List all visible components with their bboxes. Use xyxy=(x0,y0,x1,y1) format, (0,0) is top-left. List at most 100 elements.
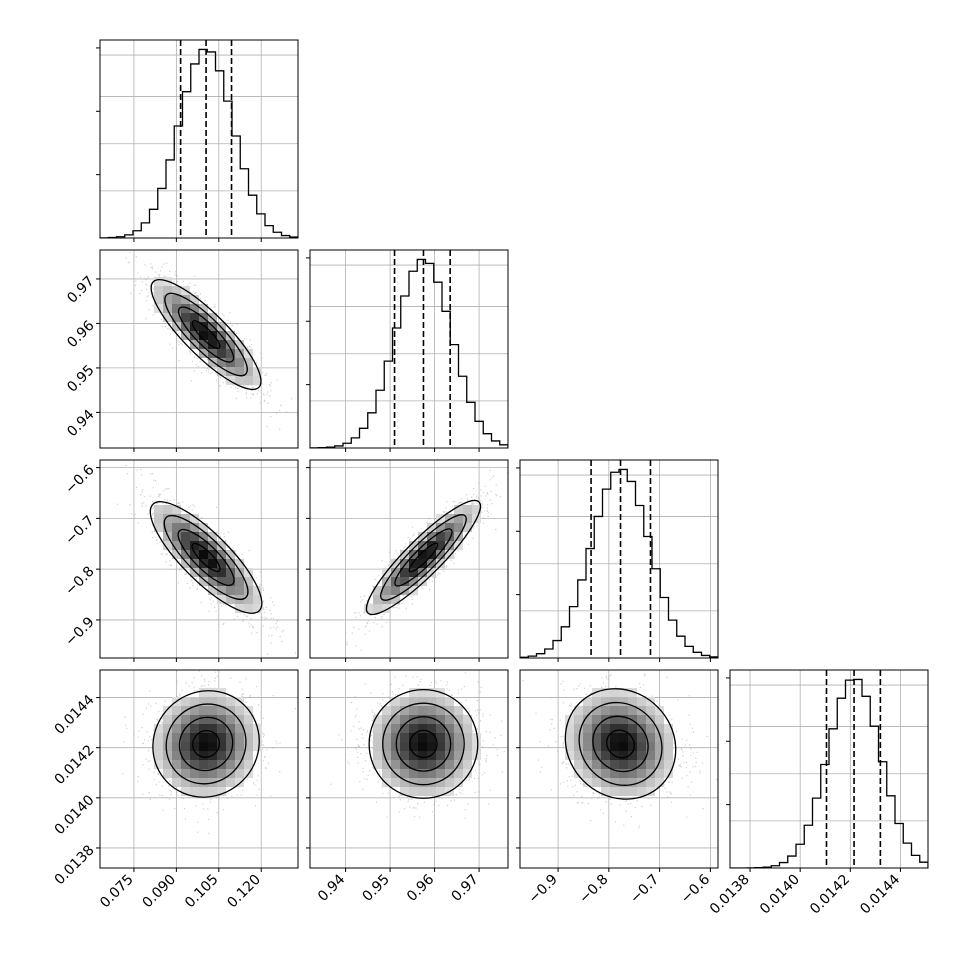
density-cell xyxy=(592,760,601,769)
density-cell xyxy=(409,760,418,769)
density-cell xyxy=(637,697,646,706)
histogram xyxy=(520,468,718,658)
density-cell xyxy=(181,751,190,760)
density-cell xyxy=(163,505,172,514)
density-cell xyxy=(574,733,583,742)
panel-frame xyxy=(729,669,929,869)
density-cell xyxy=(646,751,655,760)
density-cell xyxy=(208,532,217,541)
density-cell xyxy=(646,760,655,769)
density-cell xyxy=(226,697,235,706)
hist-panel-2 xyxy=(516,459,719,662)
density-cell xyxy=(619,697,628,706)
density-cell xyxy=(364,604,373,613)
x-tick-label: 0.075 xyxy=(97,872,137,912)
contour-line xyxy=(564,688,677,800)
density-cell xyxy=(454,742,463,751)
density-cell xyxy=(382,778,391,787)
density-cell xyxy=(199,742,208,751)
density-cell xyxy=(226,577,235,586)
density-cell xyxy=(181,742,190,751)
density-cell xyxy=(436,550,445,559)
density-cell xyxy=(601,778,610,787)
density-cell xyxy=(382,751,391,760)
density-cell xyxy=(436,715,445,724)
density-cell xyxy=(199,577,208,586)
density-cell xyxy=(244,367,253,376)
density-cell xyxy=(391,724,400,733)
density-cell xyxy=(664,760,673,769)
density-cell xyxy=(181,532,190,541)
density-cell xyxy=(181,304,190,313)
density-cell xyxy=(217,568,226,577)
density-cell xyxy=(427,724,436,733)
density-cell xyxy=(655,706,664,715)
density-cell xyxy=(436,523,445,532)
density-cell xyxy=(418,688,427,697)
density-cell xyxy=(601,697,610,706)
density-cell xyxy=(208,742,217,751)
x-tick-label: 0.120 xyxy=(224,872,264,912)
density-cell xyxy=(163,706,172,715)
density-cell xyxy=(382,724,391,733)
density-cell xyxy=(154,733,163,742)
density-cell xyxy=(217,742,226,751)
density-cell xyxy=(181,697,190,706)
density-cell xyxy=(208,340,217,349)
density-cell xyxy=(409,541,418,550)
contour-line xyxy=(382,702,465,786)
contour-line xyxy=(408,542,439,573)
contour-line xyxy=(192,729,221,758)
density-cell xyxy=(418,559,427,568)
panel-frame xyxy=(99,669,299,869)
density-cell xyxy=(163,769,172,778)
density-cell xyxy=(208,568,217,577)
density-cell xyxy=(172,733,181,742)
panel-frame xyxy=(309,249,509,449)
density-cell xyxy=(436,787,445,796)
x-tick-label: 0.96 xyxy=(404,871,437,904)
density-cell xyxy=(208,697,217,706)
density-cell xyxy=(172,742,181,751)
scatter-panel-3-2: −0.9 −0.8 −0.7 −0.6 xyxy=(516,669,719,907)
panel-frame xyxy=(519,669,719,869)
x-tick-label: −0.9 xyxy=(526,872,561,907)
density-cell xyxy=(436,751,445,760)
density-cell xyxy=(400,787,409,796)
density-cell xyxy=(454,769,463,778)
density-cell xyxy=(181,559,190,568)
density-cell xyxy=(217,778,226,787)
density-cell xyxy=(172,724,181,733)
density-cell xyxy=(190,706,199,715)
density-cell xyxy=(391,559,400,568)
density-cell xyxy=(637,778,646,787)
density-cell xyxy=(226,742,235,751)
density-cell xyxy=(190,787,199,796)
density-cell xyxy=(409,688,418,697)
hist-panel-0 xyxy=(96,39,299,242)
density-cell xyxy=(610,688,619,697)
density-cell xyxy=(199,706,208,715)
density-cell xyxy=(436,733,445,742)
density-cell xyxy=(574,760,583,769)
density-cell xyxy=(199,787,208,796)
density-cell xyxy=(373,586,382,595)
density-cell xyxy=(601,751,610,760)
histogram xyxy=(310,258,508,448)
density-cell xyxy=(199,541,208,550)
y-tick-label: −0.6 xyxy=(62,462,97,497)
density-cell xyxy=(181,760,190,769)
contour-line xyxy=(177,306,235,363)
density-cell xyxy=(190,559,199,568)
density-cell xyxy=(646,787,655,796)
density-cell xyxy=(418,742,427,751)
density-cell xyxy=(592,715,601,724)
density-cell xyxy=(199,550,208,559)
density-cell xyxy=(655,769,664,778)
density-cell xyxy=(235,559,244,568)
density-cell xyxy=(253,367,262,376)
density-cell xyxy=(427,733,436,742)
density-cell xyxy=(427,742,436,751)
density-cell xyxy=(445,715,454,724)
density-cell xyxy=(400,697,409,706)
